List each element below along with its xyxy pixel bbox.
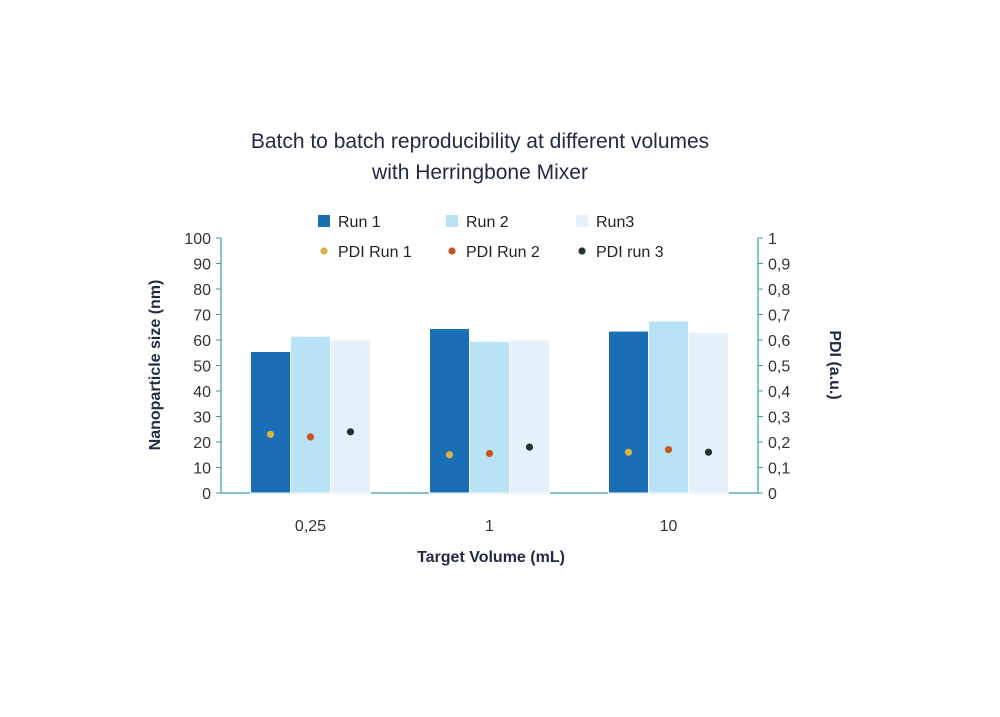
legend: Run 1 Run 2 Run3 PDI Run 1 PDI Run 2 PDI run … bbox=[318, 214, 664, 261]
point-pdi-run-1 bbox=[266, 430, 275, 438]
point-pdi-run-2 bbox=[485, 449, 494, 458]
point-pdi-run-1 bbox=[445, 451, 454, 459]
bar-run-1 bbox=[429, 328, 470, 494]
legend-swatch bbox=[446, 215, 458, 227]
bar-run3 bbox=[688, 331, 729, 494]
legend-item-pdi-run-1: PDI Run 1 bbox=[320, 244, 412, 261]
legend-marker bbox=[578, 247, 586, 255]
y-tick-label: 60 bbox=[193, 333, 211, 350]
y-tick-label: 90 bbox=[193, 257, 211, 274]
legend-marker bbox=[320, 247, 328, 255]
chart-title-line-1: Batch to batch reproducibility at differ… bbox=[251, 130, 709, 153]
y2-tick-label: 0 bbox=[768, 486, 777, 503]
y2-tick-label: 0,9 bbox=[768, 257, 790, 274]
legend-swatch bbox=[576, 215, 588, 227]
y-tick-label: 50 bbox=[193, 359, 211, 376]
y-tick-label: 10 bbox=[193, 461, 211, 478]
y2-tick-label: 0,1 bbox=[768, 461, 790, 478]
legend-label: PDI run 3 bbox=[596, 244, 664, 261]
y-tick-label: 0 bbox=[202, 486, 211, 503]
y2-tick-label: 1 bbox=[768, 231, 777, 248]
legend-swatch bbox=[318, 215, 330, 227]
x-tick-label: 1 bbox=[485, 518, 494, 535]
point-pdi-run-1 bbox=[624, 448, 633, 456]
legend-label: PDI Run 2 bbox=[466, 244, 540, 261]
bar-run3 bbox=[330, 339, 371, 494]
bar-run-2 bbox=[290, 335, 331, 494]
legend-item-pdi-run-2: PDI Run 2 bbox=[448, 244, 540, 261]
y-tick-label: 30 bbox=[193, 410, 211, 427]
legend-label: Run3 bbox=[596, 214, 634, 231]
x-tick-label: 0,25 bbox=[295, 518, 326, 535]
legend-label: PDI Run 1 bbox=[338, 244, 412, 261]
legend-label: Run 1 bbox=[338, 214, 381, 231]
y-tick-label: 40 bbox=[193, 384, 211, 401]
y2-tick-label: 0,2 bbox=[768, 435, 790, 452]
y-tick-label: 80 bbox=[193, 282, 211, 299]
bar-run-1 bbox=[608, 330, 649, 494]
y2-tick-label: 0,5 bbox=[768, 359, 790, 376]
y2-tick-label: 0,4 bbox=[768, 384, 790, 401]
y2-tick-label: 0,6 bbox=[768, 333, 790, 350]
point-pdi-run-3 bbox=[525, 443, 534, 451]
legend-item-run-2: Run 2 bbox=[446, 214, 509, 231]
legend-label: Run 2 bbox=[466, 214, 509, 231]
x-axis-title: Target Volume (mL) bbox=[417, 549, 565, 566]
legend-item-pdi-run-3: PDI run 3 bbox=[578, 244, 664, 261]
point-pdi-run-2 bbox=[306, 433, 315, 441]
y2-tick-label: 0,7 bbox=[768, 308, 790, 325]
legend-marker bbox=[448, 247, 456, 255]
point-pdi-run-3 bbox=[346, 428, 355, 436]
point-pdi-run-2 bbox=[664, 446, 673, 454]
y-axis-title: Nanoparticle size (nm) bbox=[147, 280, 164, 451]
y-tick-label: 70 bbox=[193, 308, 211, 325]
y-tick-label: 20 bbox=[193, 435, 211, 452]
legend-item-run-1: Run 1 bbox=[318, 214, 381, 231]
x-tick-label: 10 bbox=[660, 518, 678, 535]
plot-area: 0 10 20 30 40 50 60 70 80 90 100 0 0,1 0,2 0,3 0,4 0,5 0,… bbox=[184, 231, 790, 535]
point-pdi-run-3 bbox=[704, 448, 713, 456]
y2-tick-label: 0,8 bbox=[768, 282, 790, 299]
y-tick-label: 100 bbox=[184, 231, 211, 248]
bar-run-2 bbox=[648, 320, 689, 494]
bar-run3 bbox=[509, 339, 550, 494]
chart-title-line-2: with Herringbone Mixer bbox=[371, 161, 588, 184]
legend-item-run3: Run3 bbox=[576, 214, 634, 231]
bar-run-1 bbox=[250, 350, 291, 494]
y2-axis-title: PDI (a.u.) bbox=[826, 330, 843, 399]
bar-run-2 bbox=[469, 340, 510, 494]
y2-tick-label: 0,3 bbox=[768, 410, 790, 427]
